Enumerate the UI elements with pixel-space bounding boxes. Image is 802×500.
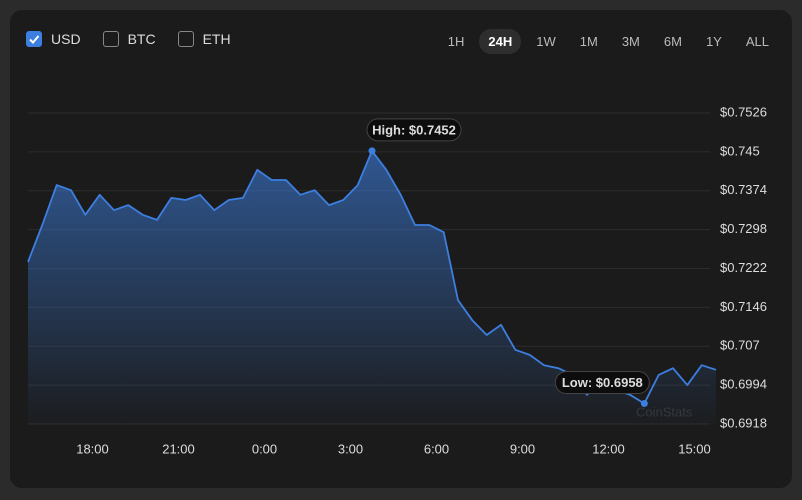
range-button[interactable]: 24H [479,29,522,54]
currency-toggles: USD BTC ETH [26,31,253,47]
checkbox[interactable] [26,31,42,47]
annotation-box [366,118,462,142]
x-tick-label: 18:00 [76,441,109,456]
y-tick-label: $0.7146 [720,299,767,314]
y-tick-label: $0.7222 [720,260,767,275]
y-tick-label: $0.7298 [720,221,767,236]
x-tick-label: 15:00 [678,441,711,456]
y-tick-label: $0.7374 [720,182,767,197]
currency-label[interactable]: BTC [127,31,156,47]
range-button[interactable]: ALL [745,34,769,49]
area-fill [28,150,716,424]
currency-label[interactable]: USD [51,31,81,47]
y-tick-label: $0.745 [720,143,760,158]
check [29,35,40,44]
extreme-point [368,147,376,155]
range-button[interactable]: 1H [447,34,465,49]
currency-toggle[interactable]: BTC [102,31,156,47]
range-buttons: 1H 24H 1W 1M 3M 6M 1Y ALL [433,29,778,54]
extreme-point [640,400,648,408]
currency-toggle[interactable]: ETH [177,31,231,47]
y-tick-label: $0.6994 [720,377,767,392]
range-button[interactable]: 3M [621,34,640,49]
annotation-box [554,371,650,395]
range-button[interactable]: 1W [536,34,556,49]
y-tick-label: $0.707 [720,338,760,353]
y-tick-label: $0.7526 [720,104,767,119]
range-button[interactable]: 6M [663,34,682,49]
x-tick-label: 0:00 [252,441,277,456]
currency-toggle[interactable]: USD [26,31,81,47]
checkbox[interactable] [177,31,194,47]
range-button[interactable]: 1M [579,34,598,49]
x-tick-label: 9:00 [510,441,535,456]
annotation-label: High: $0.7452 [372,122,456,137]
checkbox[interactable] [102,31,119,47]
x-tick-label: 6:00 [424,441,449,456]
currency-label[interactable]: ETH [202,31,231,47]
range-button[interactable]: 1Y [705,34,722,49]
annotation-label: Low: $0.6958 [562,375,643,390]
y-tick-label: $0.6918 [720,415,767,430]
x-tick-label: 21:00 [162,441,195,456]
x-tick-label: 3:00 [338,441,363,456]
x-tick-label: 12:00 [592,441,625,456]
